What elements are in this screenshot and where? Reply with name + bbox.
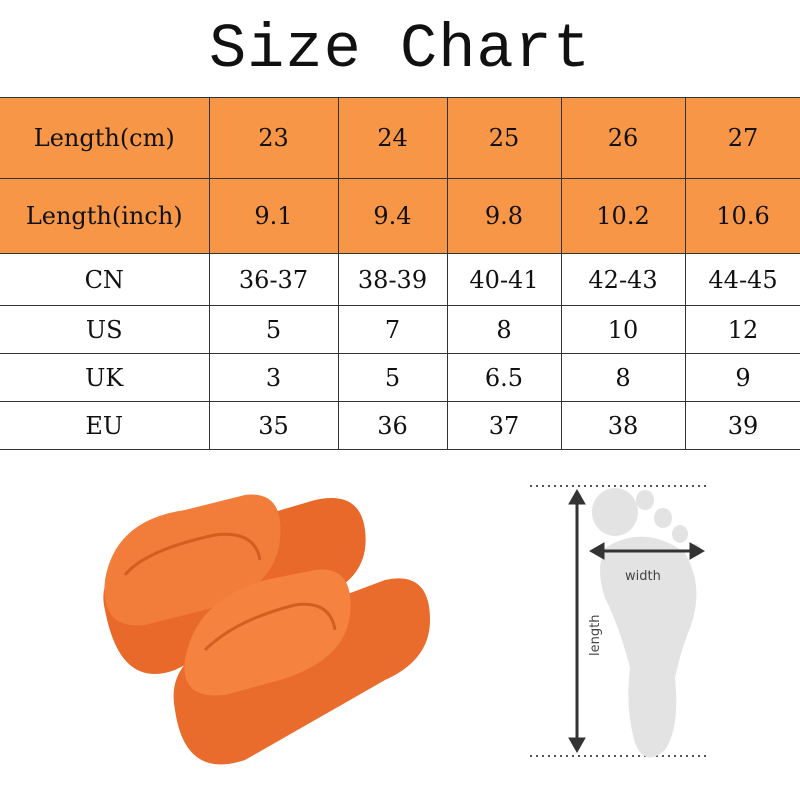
page-title: Size Chart [208,14,592,85]
row-label: CN [0,253,210,306]
cell: 10.6 [684,178,800,254]
cell: 8 [560,353,686,402]
cell: 35 [208,401,339,450]
table-row-uk: UK 3 5 6.5 8 9 [0,353,800,402]
length-label: length [588,615,603,656]
cell: 3 [208,353,339,402]
cell: 9.8 [446,178,562,254]
cell: 10 [560,305,686,354]
table-row-eu: EU 35 36 37 38 39 [0,401,800,450]
width-arrow-icon [588,542,706,560]
table-row-us: US 5 7 8 10 12 [0,305,800,354]
cell: 39 [684,401,800,450]
cell: 44-45 [684,253,800,306]
row-label: Length(cm) [0,97,210,179]
cell: 9.4 [337,178,448,254]
cell: 26 [560,97,686,179]
cell: 24 [337,97,448,179]
cell: 38 [560,401,686,450]
cell: 10.2 [560,178,686,254]
cell: 36 [337,401,448,450]
cell: 8 [446,305,562,354]
cell: 38-39 [337,253,448,306]
cell: 40-41 [446,253,562,306]
cell: 36-37 [208,253,339,306]
cell: 12 [684,305,800,354]
cell: 7 [337,305,448,354]
cell: 6.5 [446,353,562,402]
row-label: Length(inch) [0,178,210,254]
row-label: UK [0,353,210,402]
length-arrow-icon [568,488,586,754]
cell: 27 [684,97,800,179]
cell: 9.1 [208,178,339,254]
foot-icon [592,488,701,758]
cell: 9 [684,353,800,402]
cell: 5 [208,305,339,354]
table-row-length-cm: Length(cm) 23 24 25 26 27 [0,97,800,179]
cell: 5 [337,353,448,402]
table-row-cn: CN 36-37 38-39 40-41 42-43 44-45 [0,253,800,306]
cell: 42-43 [560,253,686,306]
cell: 37 [446,401,562,450]
row-label: EU [0,401,210,450]
foot-measurement-diagram: width length [530,485,710,758]
cell: 23 [208,97,339,179]
row-label: US [0,305,210,354]
slippers-image [103,494,431,765]
cell: 25 [446,97,562,179]
table-row-length-inch: Length(inch) 9.1 9.4 9.8 10.2 10.6 [0,178,800,254]
width-label: width [625,569,661,584]
front-slipper [173,569,431,765]
size-table: Length(cm) 23 24 25 26 27 Length(inch) 9… [0,97,800,450]
